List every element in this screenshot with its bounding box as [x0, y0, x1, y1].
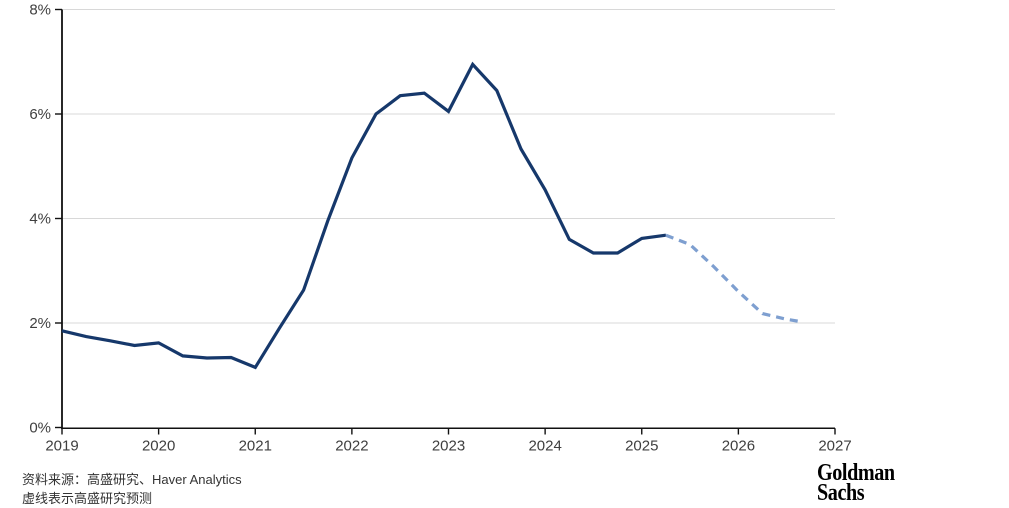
line-chart-canvas: 0% 2% 4% 6% 8% 2019 2020 2021 2022 2023 2024 2025 20… — [29, 2, 851, 455]
x-tick-label-2024: 2024 — [528, 438, 561, 455]
logo-word-sachs: Sachs — [817, 480, 865, 507]
goldman-sachs-logo: Goldman Sachs — [817, 460, 895, 507]
x-tick-label-2022: 2022 — [335, 438, 368, 455]
series-forecast-line — [665, 233, 804, 324]
x-tick-label-2020: 2020 — [142, 438, 175, 455]
y-tick-label-4%: 4% — [29, 211, 51, 228]
y-tick-label-2%: 2% — [29, 315, 51, 332]
x-tick-label-2023: 2023 — [432, 438, 465, 455]
y-tick-label-8%: 8% — [29, 2, 51, 19]
x-tick-label-2026: 2026 — [722, 438, 755, 455]
logo-word-goldman: Goldman — [817, 460, 895, 486]
x-tick-label-2025: 2025 — [625, 438, 658, 455]
source-note: 资料来源：高盛研究、Haver Analytics — [22, 472, 242, 487]
x-tick-label-2021: 2021 — [239, 438, 272, 455]
series-historical-line — [61, 61, 667, 370]
y-tick-label-0%: 0% — [29, 420, 51, 437]
forecast-note: 虚线表示高盛研究预测 — [22, 491, 153, 506]
chart-footer: 资料来源：高盛研究、Haver Analytics 虚线表示高盛研究预测 — [22, 470, 242, 508]
x-tick-label-2019: 2019 — [45, 438, 78, 455]
x-tick-label-2027: 2027 — [818, 438, 851, 455]
y-tick-label-6%: 6% — [29, 106, 51, 123]
